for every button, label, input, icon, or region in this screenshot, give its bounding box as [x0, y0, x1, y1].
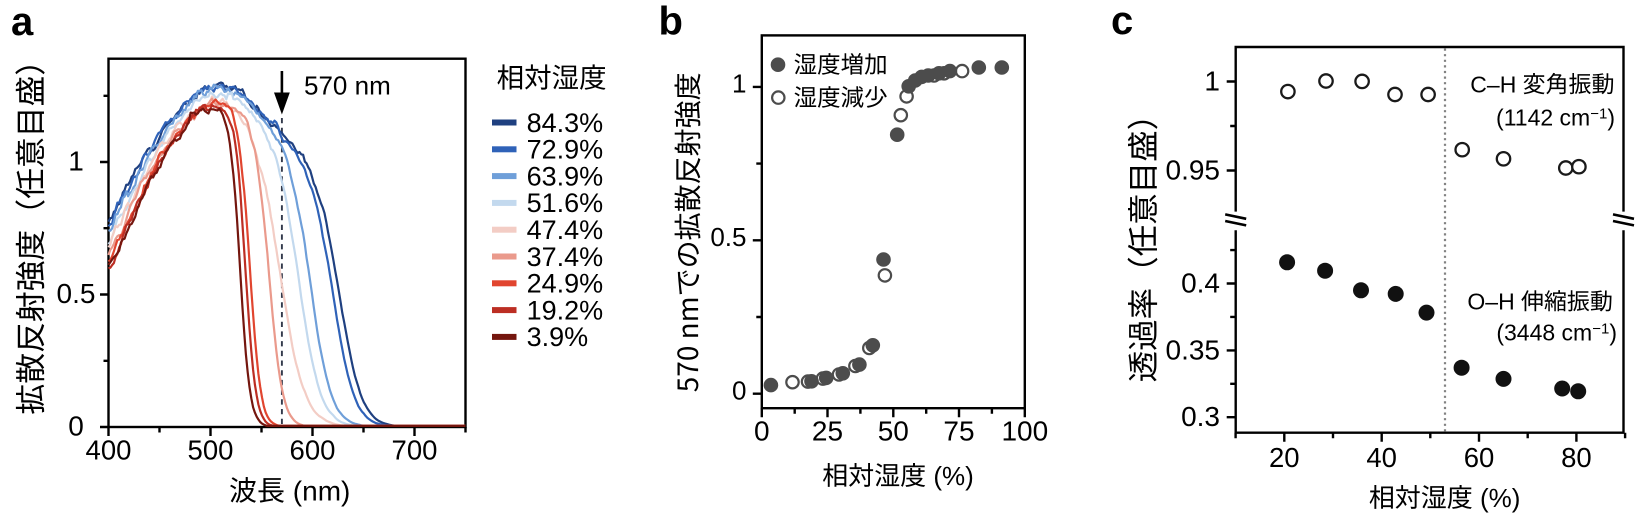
svg-text:25: 25	[812, 415, 843, 446]
svg-text:84.3%: 84.3%	[527, 108, 604, 138]
svg-text:500: 500	[188, 435, 234, 466]
svg-text:37.4%: 37.4%	[527, 242, 604, 272]
svg-text:0.35: 0.35	[1166, 334, 1221, 365]
svg-text:19.2%: 19.2%	[527, 295, 604, 325]
svg-text:3.9%: 3.9%	[527, 322, 589, 352]
svg-text:0: 0	[732, 375, 746, 405]
svg-text:1: 1	[68, 146, 84, 177]
svg-text:63.9%: 63.9%	[527, 161, 604, 191]
svg-text:51.6%: 51.6%	[527, 188, 604, 218]
svg-text:80: 80	[1561, 442, 1592, 473]
svg-text:0.3: 0.3	[1181, 401, 1220, 432]
svg-text:b: b	[659, 0, 683, 43]
svg-text:1: 1	[1204, 66, 1220, 97]
svg-text:1: 1	[732, 69, 746, 99]
svg-text:50: 50	[878, 415, 909, 446]
svg-text:O–H: O–H	[1467, 289, 1514, 315]
svg-text:47.4%: 47.4%	[527, 215, 604, 245]
svg-text:600: 600	[290, 435, 336, 466]
svg-text:100: 100	[1001, 415, 1048, 446]
svg-text:c: c	[1111, 0, 1133, 43]
svg-text:40: 40	[1366, 442, 1397, 473]
svg-text:400: 400	[86, 435, 132, 466]
svg-text:72.9%: 72.9%	[527, 135, 604, 165]
svg-text:C–H: C–H	[1470, 71, 1516, 97]
svg-text:0.95: 0.95	[1166, 155, 1221, 186]
svg-text:700: 700	[392, 435, 438, 466]
svg-text:0.4: 0.4	[1181, 268, 1220, 299]
svg-text:24.9%: 24.9%	[527, 269, 604, 299]
svg-text:60: 60	[1464, 442, 1495, 473]
svg-text:(%): (%)	[933, 461, 973, 491]
svg-text:0: 0	[68, 411, 84, 442]
svg-text:75: 75	[943, 415, 974, 446]
svg-text:0.5: 0.5	[57, 278, 96, 309]
svg-text:0.5: 0.5	[710, 222, 746, 252]
svg-text:570 nm: 570 nm	[304, 71, 391, 101]
svg-text:0: 0	[754, 415, 770, 446]
svg-text:(%): (%)	[1480, 483, 1520, 513]
svg-text:(nm): (nm)	[293, 476, 351, 507]
svg-text:20: 20	[1269, 442, 1300, 473]
svg-text:a: a	[11, 0, 34, 44]
